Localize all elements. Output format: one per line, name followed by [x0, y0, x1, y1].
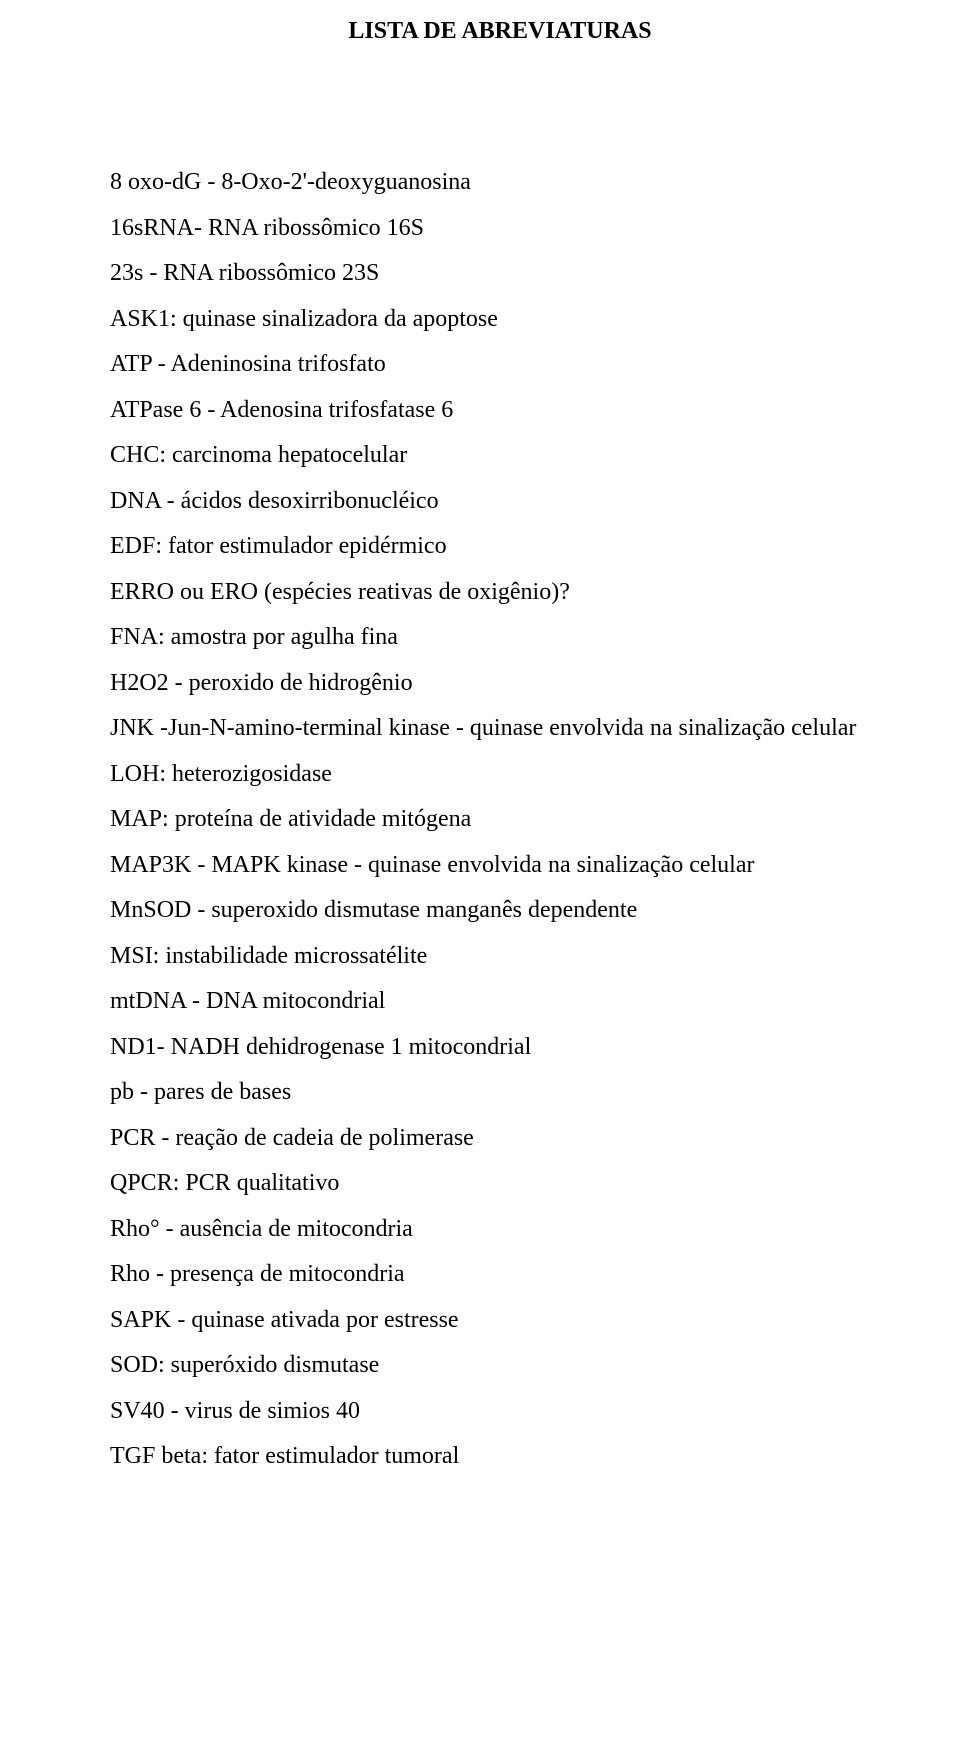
list-item: MAP3K - MAPK kinase - quinase envolvida … [110, 848, 890, 884]
list-item: Rho° - ausência de mitocondria [110, 1212, 890, 1248]
list-item: FNA: amostra por agulha fina [110, 620, 890, 656]
list-item: 16sRNA- RNA ribossômico 16S [110, 211, 890, 247]
list-item: LOH: heterozigosidase [110, 757, 890, 793]
list-item: H2O2 - peroxido de hidrogênio [110, 666, 890, 702]
list-item: DNA - ácidos desoxirribonucléico [110, 484, 890, 520]
list-item: ATP - Adeninosina trifosfato [110, 347, 890, 383]
page-title: LISTA DE ABREVIATURAS [110, 18, 890, 45]
list-item: EDF: fator estimulador epidérmico [110, 529, 890, 565]
list-item: ERRO ou ERO (espécies reativas de oxigên… [110, 575, 890, 611]
list-item: SOD: superóxido dismutase [110, 1348, 890, 1384]
list-item: mtDNA - DNA mitocondrial [110, 984, 890, 1020]
list-item: TGF beta: fator estimulador tumoral [110, 1439, 890, 1475]
document-page: LISTA DE ABREVIATURAS 8 oxo-dG - 8-Oxo-2… [0, 0, 960, 1525]
list-item: ND1- NADH dehidrogenase 1 mitocondrial [110, 1030, 890, 1066]
list-item: JNK -Jun-N-amino-terminal kinase - quina… [110, 711, 890, 747]
list-item: 8 oxo-dG - 8-Oxo-2'-deoxyguanosina [110, 165, 890, 201]
list-item: CHC: carcinoma hepatocelular [110, 438, 890, 474]
list-item: Rho - presença de mitocondria [110, 1257, 890, 1293]
list-item: QPCR: PCR qualitativo [110, 1166, 890, 1202]
list-item: ATPase 6 - Adenosina trifosfatase 6 [110, 393, 890, 429]
list-item: pb - pares de bases [110, 1075, 890, 1111]
list-item: ASK1: quinase sinalizadora da apoptose [110, 302, 890, 338]
abbreviation-list: 8 oxo-dG - 8-Oxo-2'-deoxyguanosina 16sRN… [110, 165, 890, 1475]
list-item: MSI: instabilidade microssatélite [110, 939, 890, 975]
list-item: SAPK - quinase ativada por estresse [110, 1303, 890, 1339]
list-item: MnSOD - superoxido dismutase manganês de… [110, 893, 890, 929]
list-item: SV40 - virus de simios 40 [110, 1394, 890, 1430]
list-item: PCR - reação de cadeia de polimerase [110, 1121, 890, 1157]
list-item: 23s - RNA ribossômico 23S [110, 256, 890, 292]
list-item: MAP: proteína de atividade mitógena [110, 802, 890, 838]
